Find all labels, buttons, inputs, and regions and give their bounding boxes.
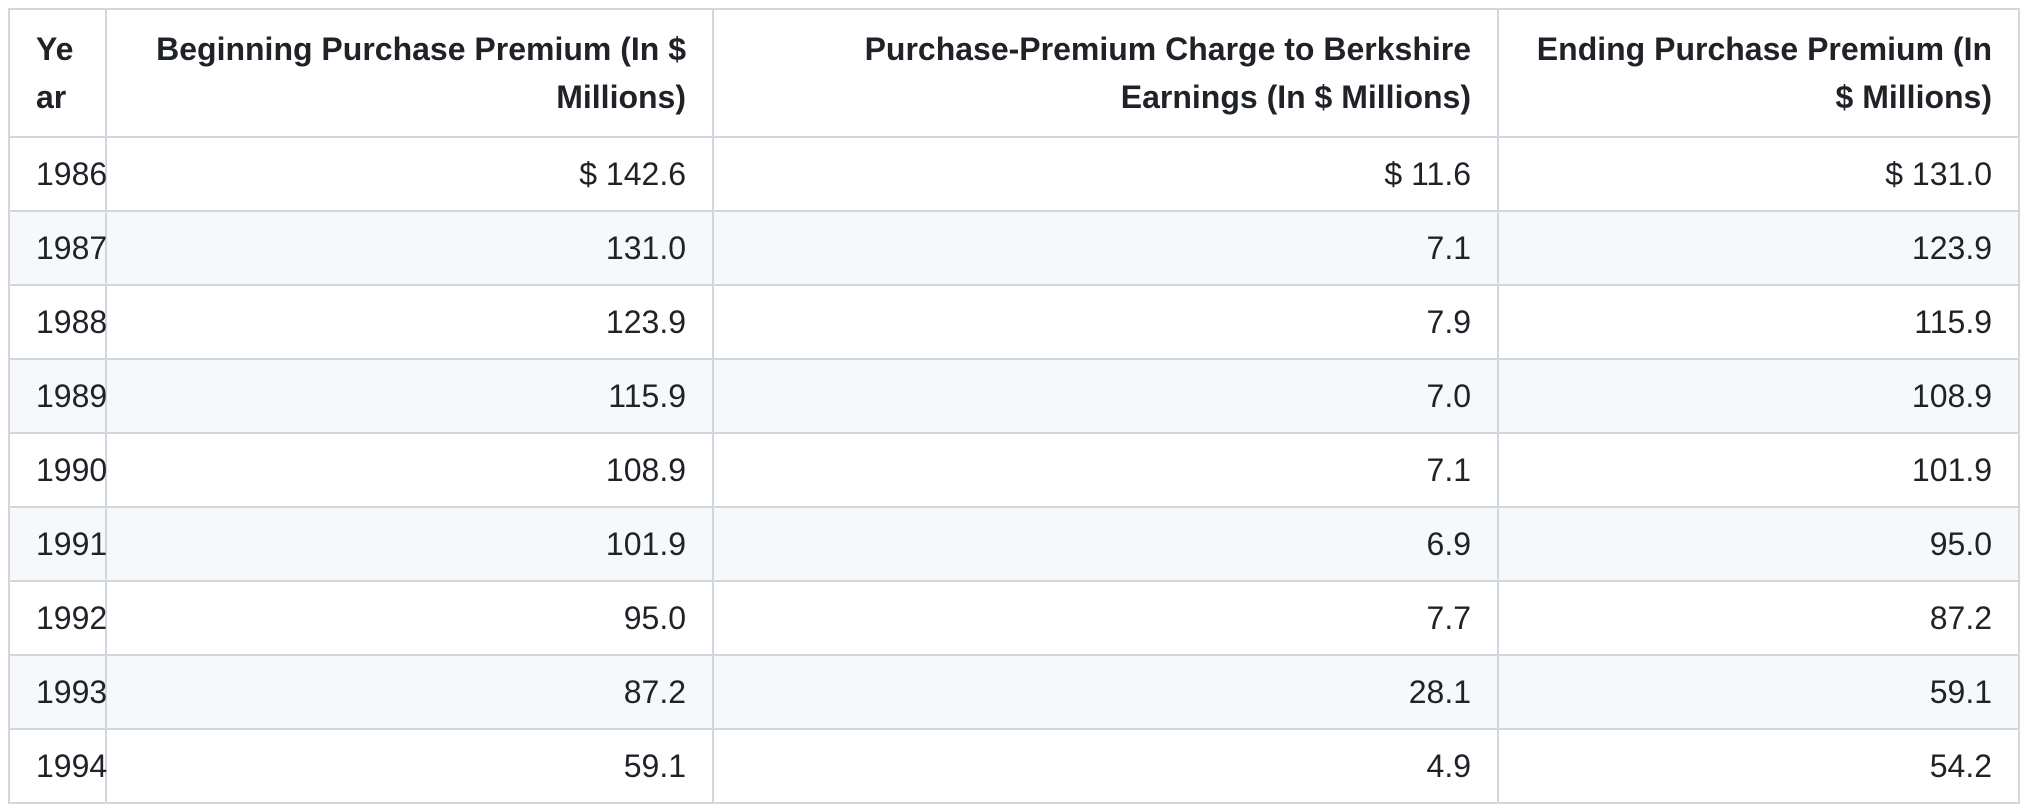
table-row: 1994 59.1 4.9 54.2 — [8, 728, 2020, 804]
year-cell: 1990 — [8, 432, 107, 508]
column-header-year: Year — [8, 8, 107, 138]
ending-premium-cell: $ 131.0 — [1497, 136, 2020, 212]
beginning-premium-cell: 123.9 — [105, 284, 714, 360]
ending-premium-cell: 87.2 — [1497, 580, 2020, 656]
ending-premium-cell: 59.1 — [1497, 654, 2020, 730]
table-header: Year Beginning Purchase Premium (In $ Mi… — [8, 8, 2020, 138]
column-header-ending-premium: Ending Purchase Premium (In $ Millions) — [1497, 8, 2020, 138]
header-row: Year Beginning Purchase Premium (In $ Mi… — [8, 8, 2020, 138]
charge-to-earnings-cell: $ 11.6 — [712, 136, 1499, 212]
table-row: 1987 131.0 7.1 123.9 — [8, 210, 2020, 286]
charge-to-earnings-cell: 7.7 — [712, 580, 1499, 656]
charge-to-earnings-cell: 4.9 — [712, 728, 1499, 804]
table-body: 1986 $ 142.6 $ 11.6 $ 131.0 1987 131.0 7… — [8, 136, 2020, 804]
beginning-premium-cell: 115.9 — [105, 358, 714, 434]
year-cell: 1993 — [8, 654, 107, 730]
purchase-premium-table: Year Beginning Purchase Premium (In $ Mi… — [8, 8, 2020, 804]
ending-premium-cell: 108.9 — [1497, 358, 2020, 434]
beginning-premium-cell: 95.0 — [105, 580, 714, 656]
year-cell: 1992 — [8, 580, 107, 656]
charge-to-earnings-cell: 7.1 — [712, 210, 1499, 286]
year-cell: 1989 — [8, 358, 107, 434]
ending-premium-cell: 95.0 — [1497, 506, 2020, 582]
charge-to-earnings-cell: 28.1 — [712, 654, 1499, 730]
ending-premium-cell: 115.9 — [1497, 284, 2020, 360]
ending-premium-cell: 54.2 — [1497, 728, 2020, 804]
column-header-beginning-premium: Beginning Purchase Premium (In $ Million… — [105, 8, 714, 138]
beginning-premium-cell: $ 142.6 — [105, 136, 714, 212]
table-row: 1992 95.0 7.7 87.2 — [8, 580, 2020, 656]
ending-premium-cell: 101.9 — [1497, 432, 2020, 508]
year-cell: 1994 — [8, 728, 107, 804]
beginning-premium-cell: 108.9 — [105, 432, 714, 508]
beginning-premium-cell: 131.0 — [105, 210, 714, 286]
charge-to-earnings-cell: 7.9 — [712, 284, 1499, 360]
ending-premium-cell: 123.9 — [1497, 210, 2020, 286]
year-cell: 1988 — [8, 284, 107, 360]
charge-to-earnings-cell: 6.9 — [712, 506, 1499, 582]
table-row: 1986 $ 142.6 $ 11.6 $ 131.0 — [8, 136, 2020, 212]
table-row: 1990 108.9 7.1 101.9 — [8, 432, 2020, 508]
year-cell: 1991 — [8, 506, 107, 582]
table-row: 1991 101.9 6.9 95.0 — [8, 506, 2020, 582]
table-row: 1993 87.2 28.1 59.1 — [8, 654, 2020, 730]
year-cell: 1987 — [8, 210, 107, 286]
beginning-premium-cell: 59.1 — [105, 728, 714, 804]
charge-to-earnings-cell: 7.1 — [712, 432, 1499, 508]
table-row: 1988 123.9 7.9 115.9 — [8, 284, 2020, 360]
beginning-premium-cell: 101.9 — [105, 506, 714, 582]
column-header-charge-to-earnings: Purchase-Premium Charge to Berkshire Ear… — [712, 8, 1499, 138]
table-row: 1989 115.9 7.0 108.9 — [8, 358, 2020, 434]
year-cell: 1986 — [8, 136, 107, 212]
beginning-premium-cell: 87.2 — [105, 654, 714, 730]
charge-to-earnings-cell: 7.0 — [712, 358, 1499, 434]
